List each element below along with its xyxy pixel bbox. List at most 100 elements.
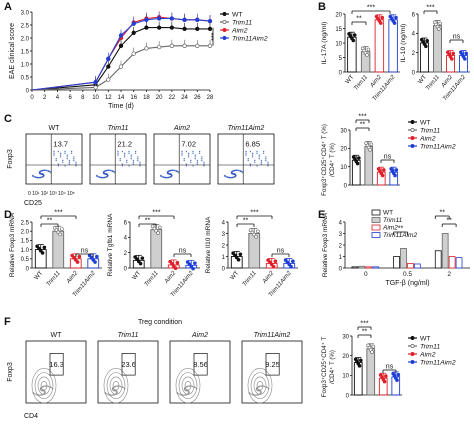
C-plot-2-event [194, 158, 196, 160]
C-plot-3-quad-value: 6.85 [245, 140, 260, 149]
C-plot-1-event [132, 161, 135, 163]
C-y-title: Foxp3 [7, 149, 14, 169]
C-plot-0-event [57, 163, 60, 165]
F-plot-3-event [261, 385, 263, 387]
C-plot-2-event [203, 163, 205, 165]
A-y-title: EAE clinical score [9, 23, 16, 79]
C-plot-1-event [104, 173, 107, 175]
E-sig-1-label: ** [398, 226, 404, 233]
E-bar-trim11 [358, 265, 366, 269]
D-0-point-aim2 [75, 260, 80, 264]
C-plot-3-event [256, 150, 258, 153]
A-x-tick-label: 10 [92, 95, 99, 101]
C-plot-0-event [53, 152, 55, 154]
E-y-tick-label: 0 [339, 266, 343, 272]
C-plot-0-event [66, 158, 68, 160]
F-plot-1-event [111, 389, 114, 391]
C-plot-3-event [247, 159, 249, 162]
C-plot-3-event [265, 158, 267, 160]
F-plot-1-event [107, 394, 109, 396]
C-plot-2-event [169, 169, 171, 172]
E-y-title: Relative Foxp3 mRNA [322, 212, 329, 277]
C-plot-0-event [59, 156, 62, 158]
E-x-title: TGF-β (ng/ml) [385, 280, 429, 287]
C-bar-y-tick-label: 30 [340, 128, 347, 134]
D-1-point-trim11 [158, 225, 162, 230]
E-bar-trim11 [441, 233, 449, 269]
C-plot-3-event [234, 173, 237, 176]
A-y-tick-label: 1.0 [21, 62, 30, 68]
C-legend-trim11: Trim11 [420, 127, 440, 134]
C-plot-3-event [260, 163, 263, 165]
C-plot-3-event [232, 173, 235, 175]
F-plot-1-contour [106, 372, 126, 399]
C-plot-3-event [260, 161, 263, 163]
F-plot-0-event [43, 390, 46, 392]
C-plot-3-event [265, 156, 267, 158]
F-title-0: WT [51, 332, 63, 339]
C-legend-aim2: Aim2 [419, 135, 436, 142]
C-plot-1-event [128, 150, 130, 153]
A-point-trim11 [182, 43, 187, 48]
C-plot-3-event [235, 174, 237, 177]
E-sig-2-label: ** [439, 210, 445, 217]
F-plot-3-contour [256, 381, 264, 391]
F-plot-3-contour [247, 367, 273, 404]
F-legend-marker-trim11 [410, 344, 415, 348]
A-x-tick-label: 4 [56, 95, 60, 101]
E-bar-trim11 [400, 248, 407, 269]
C-plot-2-event [167, 177, 169, 179]
C-plot-3-event [247, 158, 249, 160]
B-left-y-tick-label: 5 [339, 56, 343, 62]
C-plot-1-event [130, 154, 132, 156]
D-2-sig-3-label: ns [277, 248, 285, 255]
D-0-sig-1-label: *** [54, 210, 62, 217]
D-2-y-title: Relative Il10 mRNA [205, 216, 212, 273]
C-plot-2-event [160, 175, 162, 177]
F-x-title: CD4 [24, 413, 38, 420]
C-x-title: CD25 [24, 200, 42, 207]
C-bar-y-tick-label: 20 [340, 147, 347, 153]
D-2-point-dko [289, 264, 293, 269]
E-bar-aim2 [448, 256, 456, 269]
D-0-y-tick-label: 0.5 [21, 257, 30, 263]
F-plot-2-contour [184, 381, 192, 391]
C-plot-2-frame [153, 133, 211, 185]
C-bar-point-aim2 [382, 168, 386, 172]
D-1-point-dko [193, 261, 197, 265]
C-plot-0-quad-value: 13.7 [53, 140, 68, 149]
F-plot-3-frame [241, 340, 303, 404]
C-plot-0-event [73, 159, 75, 162]
B-left-point-aim2 [380, 15, 385, 20]
D-0-point-dko [95, 254, 99, 259]
C-plot-1-event [98, 176, 101, 179]
D-2-y-tick-label: 1 [222, 255, 226, 261]
F-plot-0-event [42, 385, 45, 387]
E-y-tick-label: 2 [339, 243, 343, 249]
C-plot-2-event [162, 176, 165, 179]
F-plot-2-event [186, 389, 188, 392]
B-left-point-trim11 [366, 47, 371, 52]
C-plot-2-event [196, 159, 199, 162]
F-bar-point-dko [395, 378, 399, 383]
C-plot-2-event [170, 175, 172, 178]
C-plot-3-event [258, 154, 260, 156]
B-left-y-tick-label: 10 [335, 41, 342, 47]
C-plot-0-event [62, 159, 64, 162]
C-plot-2-event [198, 150, 201, 153]
C-plot-2-event [181, 152, 183, 154]
F-legend-marker-dko [410, 360, 415, 364]
A-x-tick-label: 28 [207, 95, 214, 101]
B-left-point-aim2 [378, 21, 383, 25]
C-plot-2-event [173, 169, 176, 172]
C-plot-0-event [55, 159, 57, 162]
B-left-sig-2-label: ** [356, 16, 362, 23]
F-plot-1-event [115, 390, 118, 392]
C-plot-3-event [237, 169, 240, 172]
C-plot-0-event [40, 173, 43, 175]
F-plot-0-event [39, 389, 42, 391]
C-plot-2-event [190, 161, 192, 163]
C-plot-0-event [47, 170, 49, 172]
E-y-tick-label: 1 [339, 255, 343, 261]
A-x-title: Time (d) [108, 103, 134, 110]
